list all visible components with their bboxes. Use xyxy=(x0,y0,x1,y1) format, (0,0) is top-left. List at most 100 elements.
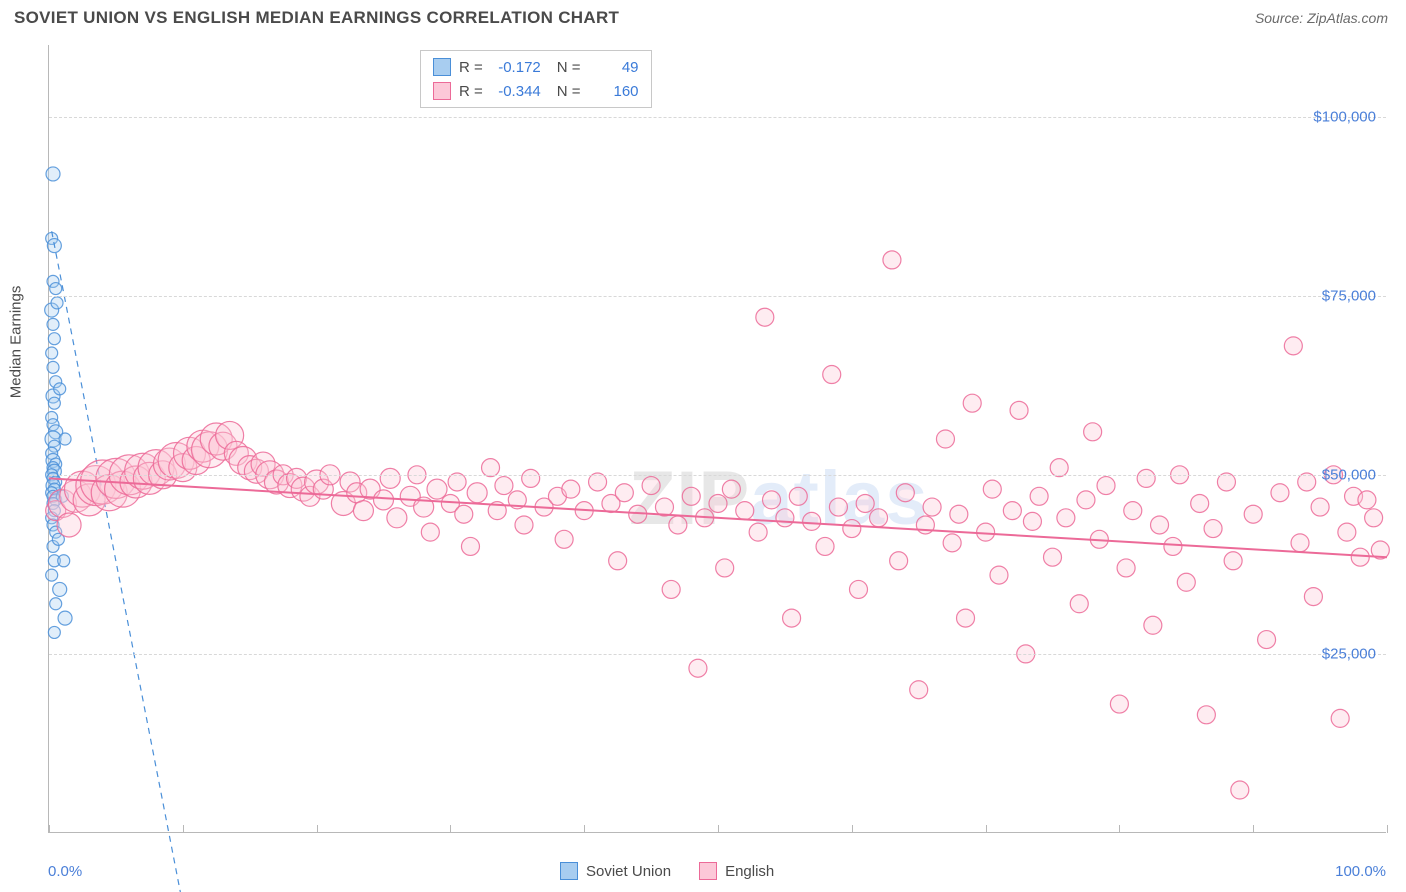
data-point xyxy=(789,487,807,505)
x-label-left: 0.0% xyxy=(48,863,82,880)
data-point xyxy=(54,383,66,395)
legend-swatch xyxy=(433,82,451,100)
correlation-legend: R =-0.172N =49R =-0.344N =160 xyxy=(420,50,652,108)
data-point xyxy=(943,534,961,552)
x-label-right: 100.0% xyxy=(1335,863,1386,880)
x-tick xyxy=(317,825,318,833)
data-point xyxy=(522,469,540,487)
data-point xyxy=(1224,552,1242,570)
legend-series-item: English xyxy=(699,862,774,880)
data-point xyxy=(46,167,60,181)
data-point xyxy=(957,609,975,627)
data-point xyxy=(936,430,954,448)
data-point xyxy=(1191,494,1209,512)
trend-line xyxy=(52,231,183,892)
data-point xyxy=(896,484,914,502)
data-point xyxy=(1231,781,1249,799)
x-tick xyxy=(718,825,719,833)
r-label: R = xyxy=(459,59,483,76)
data-point xyxy=(910,681,928,699)
data-point xyxy=(1204,520,1222,538)
data-point xyxy=(1351,548,1369,566)
data-point xyxy=(849,580,867,598)
data-point xyxy=(1197,706,1215,724)
r-value: -0.344 xyxy=(489,83,541,100)
data-point xyxy=(48,397,60,409)
data-point xyxy=(46,569,58,581)
data-point xyxy=(609,552,627,570)
x-tick xyxy=(49,825,50,833)
data-point xyxy=(353,501,373,521)
n-label: N = xyxy=(557,59,581,76)
legend-series-label: Soviet Union xyxy=(586,863,671,880)
data-point xyxy=(59,433,71,445)
data-point xyxy=(48,333,60,345)
data-point xyxy=(58,555,70,567)
data-point xyxy=(1365,509,1383,527)
data-point xyxy=(776,509,794,527)
gridline xyxy=(49,475,1386,476)
data-point xyxy=(963,394,981,412)
data-point xyxy=(461,537,479,555)
data-point xyxy=(722,480,740,498)
data-point xyxy=(57,513,81,537)
gridline xyxy=(49,296,1386,297)
trend-line xyxy=(49,478,1387,557)
data-point xyxy=(749,523,767,541)
gridline xyxy=(49,654,1386,655)
data-point xyxy=(709,494,727,512)
x-tick xyxy=(183,825,184,833)
data-point xyxy=(890,552,908,570)
legend-swatch xyxy=(560,862,578,880)
data-point xyxy=(1144,616,1162,634)
legend-series-label: English xyxy=(725,863,774,880)
data-point xyxy=(1124,502,1142,520)
n-label: N = xyxy=(557,83,581,100)
r-value: -0.172 xyxy=(489,59,541,76)
data-point xyxy=(736,502,754,520)
data-point xyxy=(515,516,533,534)
chart-header: SOVIET UNION VS ENGLISH MEDIAN EARNINGS … xyxy=(0,0,1406,36)
data-point xyxy=(870,509,888,527)
data-point xyxy=(427,479,447,499)
data-point xyxy=(823,366,841,384)
data-point xyxy=(856,494,874,512)
data-point xyxy=(1151,516,1169,534)
data-point xyxy=(1291,534,1309,552)
x-tick xyxy=(1387,825,1388,833)
series-legend: Soviet Union English xyxy=(560,862,774,880)
data-point xyxy=(562,480,580,498)
data-point xyxy=(950,505,968,523)
data-point xyxy=(1030,487,1048,505)
data-point xyxy=(756,308,774,326)
n-value: 49 xyxy=(587,59,639,76)
legend-series-item: Soviet Union xyxy=(560,862,671,880)
data-point xyxy=(1311,498,1329,516)
data-point xyxy=(1023,512,1041,530)
data-point xyxy=(883,251,901,269)
data-point xyxy=(1057,509,1075,527)
data-point xyxy=(803,512,821,530)
legend-swatch xyxy=(699,862,717,880)
data-point xyxy=(47,361,59,373)
x-tick xyxy=(450,825,451,833)
y-axis-label: Median Earnings xyxy=(8,286,25,399)
data-point xyxy=(1164,537,1182,555)
data-point xyxy=(1284,337,1302,355)
data-point xyxy=(1271,484,1289,502)
data-point xyxy=(615,484,633,502)
data-point xyxy=(421,523,439,541)
data-point xyxy=(50,283,62,295)
data-point xyxy=(1044,548,1062,566)
data-point xyxy=(783,609,801,627)
data-point xyxy=(555,530,573,548)
data-point xyxy=(387,508,407,528)
data-point xyxy=(1070,595,1088,613)
data-point xyxy=(48,626,60,638)
data-point xyxy=(374,490,394,510)
data-point xyxy=(1177,573,1195,591)
data-point xyxy=(1110,695,1128,713)
data-point xyxy=(1137,469,1155,487)
chart-plot-area: ZIPatlas $25,000$50,000$75,000$100,000 xyxy=(48,45,1386,833)
data-point xyxy=(51,297,63,309)
